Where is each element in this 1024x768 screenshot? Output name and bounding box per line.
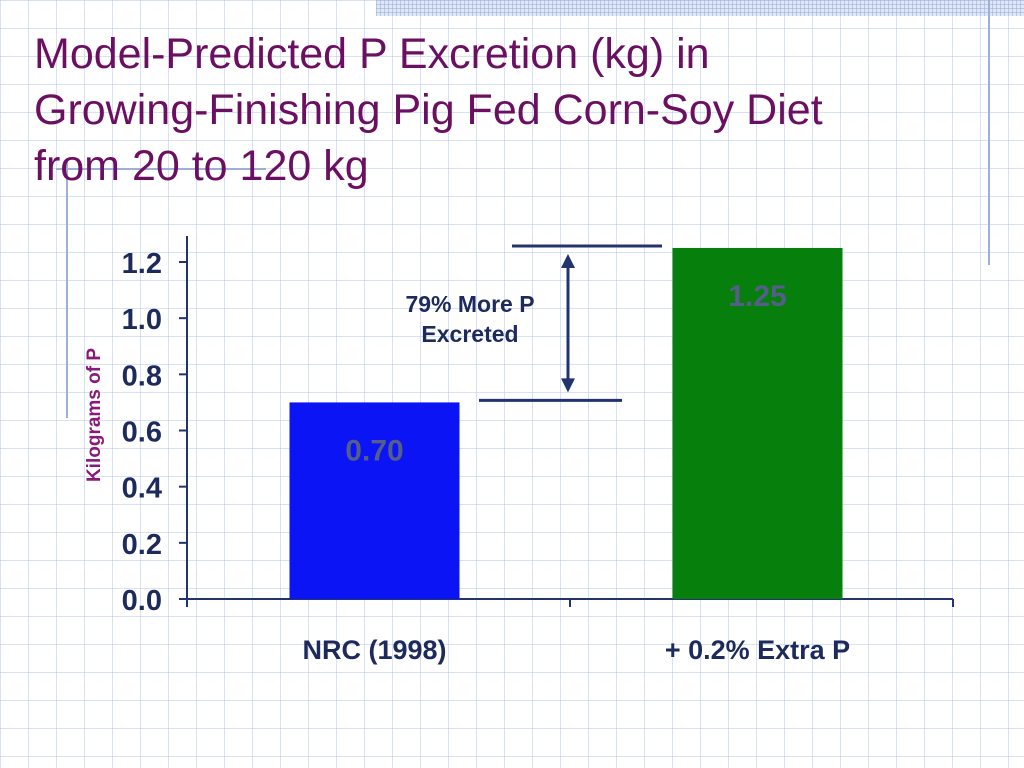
annotation-text: Excreted	[421, 321, 518, 347]
y-tick-label: 0.4	[122, 473, 162, 505]
arrow-up-icon	[561, 253, 575, 268]
y-tick-label: 1.2	[122, 248, 162, 280]
data-label: 0.70	[345, 434, 403, 467]
bar	[672, 247, 843, 600]
arrow-down-icon	[561, 378, 575, 393]
x-tick-label: NRC (1998)	[302, 635, 446, 665]
y-tick-label: 0.6	[122, 417, 162, 449]
decorative-line	[66, 160, 68, 418]
data-label: 1.25	[728, 280, 786, 313]
title-line: Growing-Finishing Pig Fed Corn-Soy Diet	[34, 86, 823, 134]
header-band	[376, 0, 1024, 16]
title-line: Model-Predicted P Excretion (kg) in	[34, 30, 710, 78]
bar	[289, 402, 460, 599]
y-tick-label: 1.0	[122, 304, 162, 336]
slide-title: Model-Predicted P Excretion (kg) in Grow…	[34, 26, 994, 194]
decorative-line	[56, 168, 266, 170]
x-tick-label: + 0.2% Extra P	[665, 635, 850, 665]
y-tick-label: 0.0	[122, 585, 162, 617]
y-tick-label: 0.8	[122, 360, 162, 392]
title-line: from 20 to 120 kg	[34, 142, 369, 190]
annotation-text: 79% More P	[405, 291, 534, 317]
y-tick-label: 0.2	[122, 529, 162, 561]
y-axis-title: Kilograms of P	[84, 348, 105, 482]
decorative-line	[988, 0, 990, 265]
